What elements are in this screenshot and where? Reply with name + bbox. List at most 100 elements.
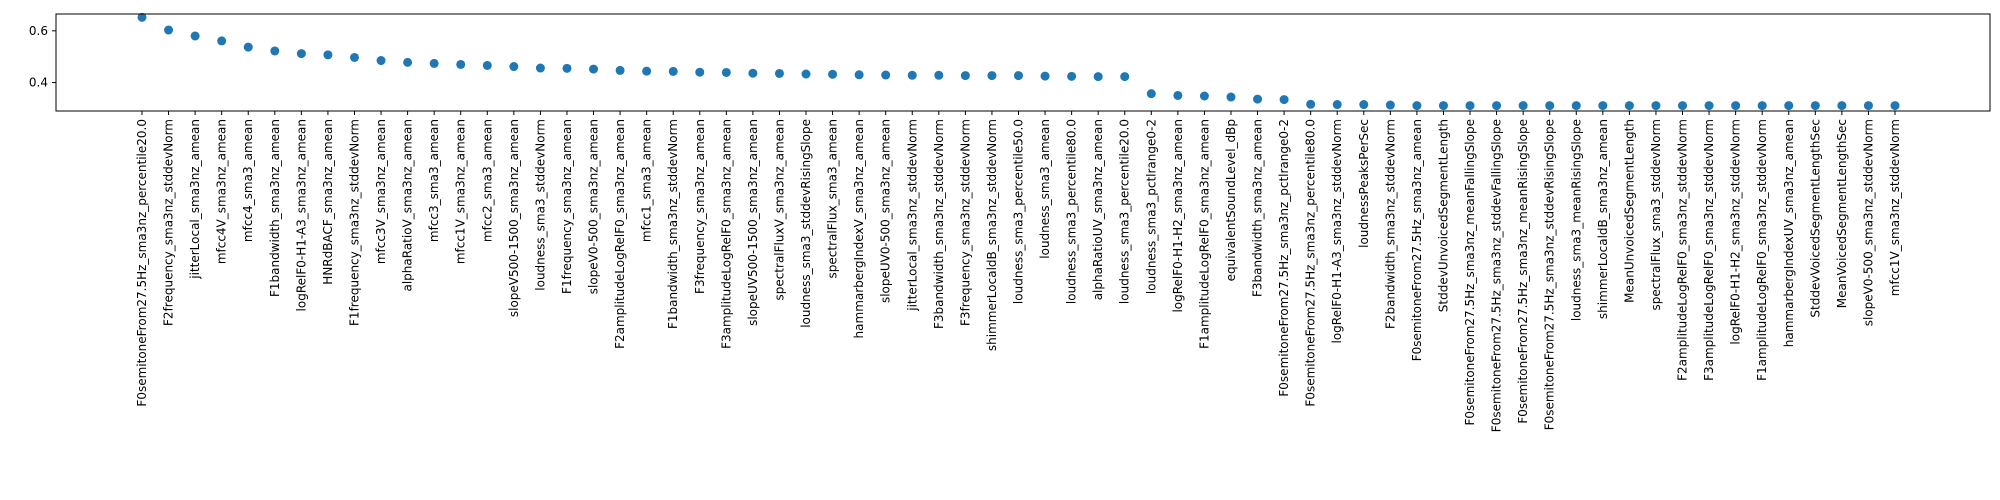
data-point — [1332, 100, 1342, 110]
x-tick-label: F1amplitudeLogRelF0_sma3nz_stddevNorm — [1755, 119, 1769, 381]
x-tick-label: MeanUnvoicedSegmentLength — [1622, 119, 1636, 303]
data-point — [1863, 101, 1873, 111]
x-tick-label: loudness_sma3_pctlrange0-2 — [1144, 119, 1158, 294]
x-tick-label: F3frequency_sma3nz_amean — [693, 119, 707, 294]
data-point — [934, 70, 944, 80]
x-tick-label: mfcc1V_sma3nz_amean — [454, 119, 468, 264]
x-tick-label: F0semitoneFrom27.5Hz_sma3nz_pctlrange0-2 — [1277, 119, 1291, 397]
data-point — [1120, 72, 1130, 82]
x-tick-label: jitterLocal_sma3nz_stddevNorm — [905, 119, 919, 312]
x-tick-label: loudness_sma3_meanRisingSlope — [1569, 119, 1583, 321]
x-tick-label: mfcc1V_sma3nz_stddevNorm — [1888, 119, 1902, 296]
x-tick-label: jitterLocal_sma3nz_amean — [188, 119, 202, 280]
x-tick-label: F0semitoneFrom27.5Hz_sma3nz_percentile80… — [1304, 119, 1318, 407]
data-point — [960, 71, 970, 81]
data-point — [987, 71, 997, 81]
x-tick-label: F0semitoneFrom27.5Hz_sma3nz_amean — [1410, 119, 1424, 361]
data-point — [1014, 71, 1023, 81]
data-point — [137, 12, 147, 22]
data-point — [1518, 101, 1528, 111]
x-tick-label: F2frequency_sma3nz_stddevNorm — [162, 119, 176, 326]
data-point — [1385, 100, 1395, 110]
x-tick-label: F0semitoneFrom27.5Hz_sma3nz_meanRisingSl… — [1516, 119, 1530, 424]
data-point — [1040, 71, 1050, 81]
x-tick-label: StddevVoicedSegmentLengthSec — [1808, 119, 1822, 318]
data-point — [1651, 101, 1661, 111]
data-point — [1571, 101, 1581, 111]
data-point — [190, 31, 200, 41]
data-point — [1731, 101, 1741, 111]
x-tick-label: F2amplitudeLogRelF0_sma3nz_stddevNorm — [1676, 119, 1690, 381]
data-point — [721, 67, 731, 77]
x-tick-label: slopeV0-500_sma3nz_amean — [587, 119, 601, 294]
data-point — [1545, 101, 1555, 111]
x-tick-label: F0semitoneFrom27.5Hz_sma3nz_percentile20… — [135, 119, 149, 407]
x-tick-label: loudnessPeaksPerSec — [1357, 119, 1371, 248]
x-tick-label: F3amplitudeLogRelF0_sma3nz_amean — [719, 119, 733, 349]
data-point — [509, 62, 519, 72]
data-point — [1678, 101, 1688, 111]
x-tick-label: F2bandwidth_sma3nz_stddevNorm — [1383, 119, 1397, 329]
x-tick-label: spectralFluxV_sma3nz_amean — [772, 119, 786, 301]
data-point — [1810, 101, 1820, 111]
x-tick-label: slopeV500-1500_sma3nz_amean — [507, 119, 521, 317]
x-tick-label: hammarbergIndexUV_sma3nz_amean — [1782, 119, 1796, 347]
x-tick-label: logRelF0-H1-H2_sma3nz_stddevNorm — [1729, 119, 1743, 345]
x-tick-label: spectralFlux_sma3_amean — [826, 119, 840, 278]
data-point — [243, 42, 253, 52]
x-tick-label: F0semitoneFrom27.5Hz_sma3nz_stddevRising… — [1543, 119, 1557, 430]
data-point — [217, 36, 227, 46]
data-point — [376, 56, 386, 66]
x-tick-label: MeanVoicedSegmentLengthSec — [1835, 119, 1849, 308]
x-tick-label: logRelF0-H1-A3_sma3nz_amean — [294, 119, 308, 311]
x-tick-label: F3bandwidth_sma3nz_amean — [1251, 119, 1265, 297]
data-point — [1598, 101, 1608, 111]
x-axis: F0semitoneFrom27.5Hz_sma3nz_percentile20… — [135, 111, 1902, 432]
x-tick-label: equivalentSoundLevel_dBp — [1224, 119, 1238, 281]
data-point — [1226, 92, 1236, 102]
data-point — [1704, 101, 1714, 111]
x-tick-label: mfcc3V_sma3nz_amean — [374, 119, 388, 264]
data-point — [1438, 101, 1448, 111]
x-tick-label: HNRdBACF_sma3nz_amean — [321, 119, 335, 285]
data-point — [589, 64, 599, 74]
data-point — [1093, 72, 1103, 82]
x-tick-label: F2amplitudeLogRelF0_sma3nz_amean — [613, 119, 627, 349]
x-tick-label: F3frequency_sma3nz_stddevNorm — [958, 119, 972, 326]
data-point — [1146, 89, 1156, 99]
y-tick-label: 0.6 — [29, 24, 48, 38]
x-tick-label: mfcc4_sma3_amean — [241, 119, 255, 242]
data-point — [456, 59, 466, 69]
x-tick-label: alphaRatioUV_sma3nz_amean — [1091, 119, 1105, 300]
data-point — [1890, 101, 1900, 111]
data-point — [695, 67, 705, 77]
x-tick-label: F1bandwidth_sma3nz_stddevNorm — [666, 119, 680, 329]
x-tick-label: loudness_sma3_percentile80.0 — [1065, 119, 1079, 304]
data-point — [1306, 99, 1316, 109]
x-tick-label: F1bandwidth_sma3nz_amean — [268, 119, 282, 297]
data-point — [801, 69, 811, 79]
y-tick-label: 0.4 — [29, 76, 48, 90]
x-tick-label: F3bandwidth_sma3nz_stddevNorm — [932, 119, 946, 329]
x-tick-label: F1frequency_sma3nz_amean — [560, 119, 574, 294]
x-tick-label: F0semitoneFrom27.5Hz_sma3nz_stddevFallin… — [1490, 119, 1504, 432]
x-tick-label: StddevUnvoicedSegmentLength — [1436, 119, 1450, 312]
x-tick-label: shimmerLocaldB_sma3nz_stddevNorm — [985, 119, 999, 351]
y-axis: 0.4 0.6 — [29, 24, 56, 90]
x-tick-label: F1frequency_sma3nz_stddevNorm — [347, 119, 361, 326]
plot-frame — [55, 13, 1991, 112]
x-tick-label: hammarbergIndexV_sma3nz_amean — [852, 119, 866, 338]
data-points — [137, 12, 1900, 111]
x-tick-label: logRelF0-H1-A3_sma3nz_stddevNorm — [1330, 119, 1344, 343]
x-tick-label: F1amplitudeLogRelF0_sma3nz_amean — [1197, 119, 1211, 349]
x-tick-label: loudness_sma3_stddevNorm — [533, 119, 547, 291]
x-tick-label: slopeUV500-1500_sma3nz_amean — [746, 119, 760, 326]
data-point — [1199, 91, 1209, 101]
data-point — [482, 60, 492, 70]
data-point — [429, 58, 439, 68]
data-point — [1412, 101, 1422, 111]
data-point — [774, 68, 784, 78]
x-tick-label: loudness_sma3_percentile50.0 — [1012, 119, 1026, 304]
x-tick-label: alphaRatioV_sma3nz_amean — [401, 119, 415, 292]
